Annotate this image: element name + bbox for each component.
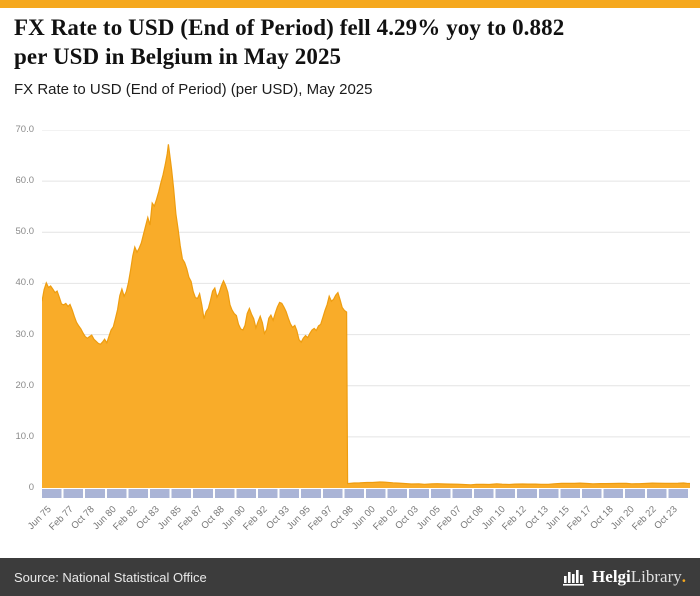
x-tick-label: Oct 78 <box>69 504 97 532</box>
y-tick-label: 70.0 <box>15 124 35 135</box>
y-axis-labels: 0 10.0 20.0 30.0 40.0 50.0 60.0 70.0 <box>0 118 36 548</box>
logo-text-library: Library <box>630 567 682 586</box>
chart-title-line1: FX Rate to USD (End of Period) fell 4.29… <box>14 15 565 40</box>
chart-header: FX Rate to USD (End of Period) fell 4.29… <box>14 14 690 98</box>
x-tick-label: Jun 85 <box>155 504 184 532</box>
x-tick-label: Feb 82 <box>111 504 141 533</box>
y-tick-label: 20.0 <box>15 379 35 391</box>
logo-text-helgi: Helgi <box>592 567 631 586</box>
footer-bar: Source: National Statistical Office Helg… <box>0 558 700 596</box>
x-tick-label: Feb 97 <box>305 504 335 533</box>
x-tick-label: Oct 13 <box>522 504 551 532</box>
x-tick-label: Jun 05 <box>414 504 443 532</box>
area-chart-svg <box>42 130 690 488</box>
y-tick-label: 10.0 <box>15 430 35 442</box>
source-label: Source: National Statistical Office <box>14 569 207 585</box>
x-tick-label: Feb 87 <box>176 504 205 533</box>
helgi-library-logo: HelgiLibrary. <box>563 567 686 587</box>
x-tick-label: Feb 92 <box>241 504 270 533</box>
x-tick-label: Jun 00 <box>349 504 378 532</box>
helgi-logo-text: HelgiLibrary. <box>592 567 686 587</box>
area-series-fill <box>42 144 690 488</box>
y-tick-label: 60.0 <box>15 175 35 187</box>
x-tick-label: Feb 07 <box>435 504 465 533</box>
accent-topbar <box>0 0 700 8</box>
x-tick-label: Oct 98 <box>328 504 357 532</box>
x-tick-label: Oct 08 <box>458 504 486 532</box>
chart-area: 0 10.0 20.0 30.0 40.0 50.0 60.0 70.0 Jun 75 Feb … <box>0 118 700 548</box>
y-tick-label: 50.0 <box>15 226 35 238</box>
x-tick-label: Feb 22 <box>629 504 659 533</box>
y-tick-label: 0 <box>28 482 34 493</box>
x-tick-label: Feb 02 <box>370 504 400 533</box>
x-tick-label: Feb 17 <box>565 504 594 533</box>
helgi-logo-icon <box>563 570 585 586</box>
y-tick-label: 30.0 <box>15 328 35 340</box>
x-tick-label: Jun 90 <box>220 504 249 532</box>
chart-subtitle: FX Rate to USD (End of Period) (per USD)… <box>14 80 373 98</box>
x-tick-label: Feb 77 <box>46 504 76 533</box>
x-tick-label: Jun 20 <box>609 504 637 532</box>
x-tick-label: Jun 95 <box>285 504 313 532</box>
x-axis-tick-band <box>42 489 690 498</box>
chart-title-line2: per USD in Belgium in May 2025 <box>14 43 342 69</box>
x-tick-label: Jun 15 <box>544 504 573 532</box>
plot-area <box>42 130 690 500</box>
x-tick-label: Oct 18 <box>587 504 616 532</box>
logo-text-dot: . <box>681 567 686 586</box>
x-tick-label: Jun 10 <box>479 504 508 532</box>
x-tick-label: Feb 12 <box>500 504 529 533</box>
y-tick-label: 40.0 <box>15 277 35 289</box>
x-tick-label: Oct 83 <box>134 504 162 532</box>
x-tick-label: Oct 03 <box>393 504 421 532</box>
x-tick-label: Oct 93 <box>263 504 292 532</box>
chart-title: FX Rate to USD (End of Period) fell 4.29… <box>14 14 690 72</box>
x-tick-label: Jun 80 <box>90 504 119 532</box>
x-tick-label: Oct 23 <box>652 504 681 532</box>
area-series-line <box>42 144 690 486</box>
x-tick-label: Oct 88 <box>198 504 227 532</box>
